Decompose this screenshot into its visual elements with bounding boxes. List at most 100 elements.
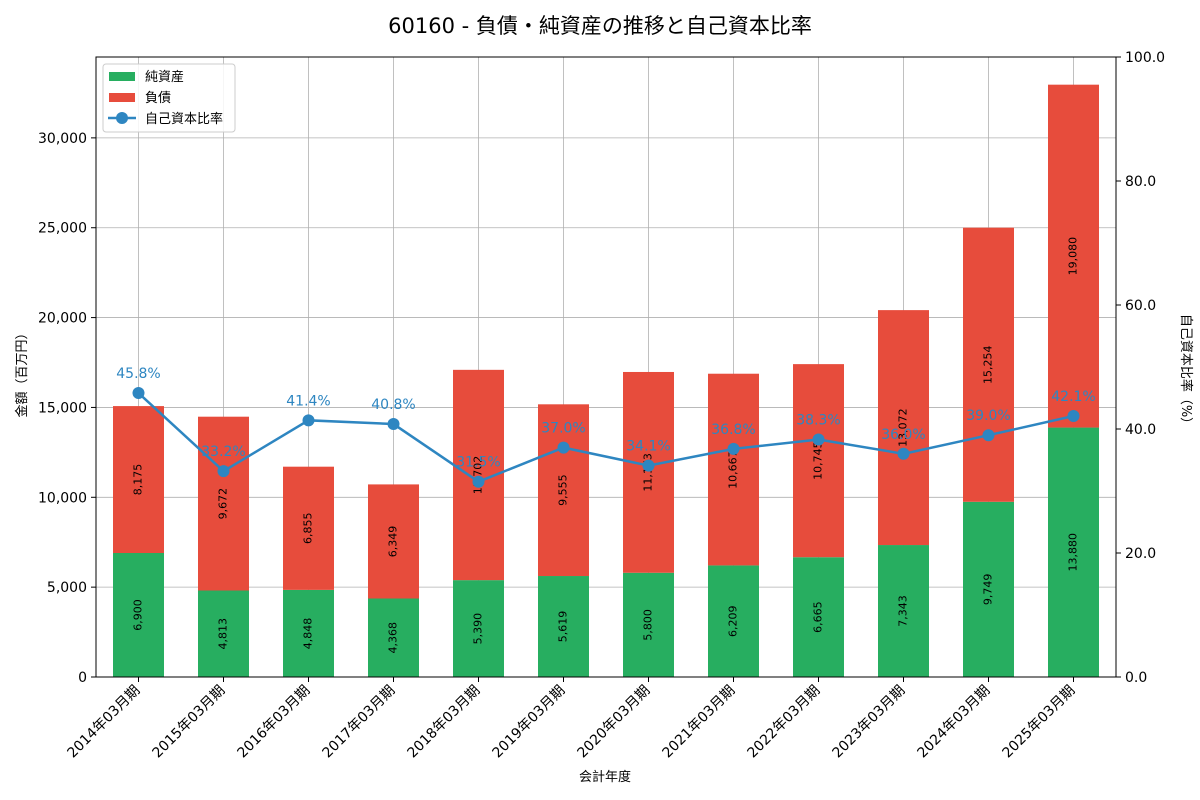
bar-liabilities-label: 15,254 xyxy=(982,345,995,384)
ratio-point xyxy=(812,433,825,446)
bar-equity-label: 5,800 xyxy=(642,609,655,641)
bar-equity xyxy=(878,545,929,677)
chart-title: 60160 - 負債・純資産の推移と自己資本比率 xyxy=(388,14,812,38)
legend-box xyxy=(102,63,236,133)
bar-equity-label: 7,343 xyxy=(897,595,910,627)
bars: 6,900 8,175 4,813 9,672 4,848 6,855 4,368 6,349… xyxy=(113,84,1099,677)
bar-liabilities xyxy=(113,406,164,553)
y2-tick-label: 20.0 xyxy=(1125,546,1156,562)
ratio-label: 45.8% xyxy=(116,366,160,382)
x-tick-label: 2023年03月期 xyxy=(830,683,909,762)
bar-equity xyxy=(963,501,1014,677)
plot-frame xyxy=(95,56,1117,678)
bar-liabilities xyxy=(878,310,929,546)
bar-liabilities xyxy=(283,466,334,590)
bar-liabilities xyxy=(1048,84,1099,428)
y2-tick-label: 100.0 xyxy=(1125,50,1165,66)
ratio-point xyxy=(302,414,315,427)
ratio-point xyxy=(557,441,570,454)
x-axis-title: 会計年度 xyxy=(579,769,631,785)
bar-equity-label: 6,209 xyxy=(727,605,740,637)
bar-liabilities-label: 8,175 xyxy=(132,464,145,496)
ratio-label: 42.1% xyxy=(1051,389,1095,405)
legend-label: 純資産 xyxy=(145,69,184,85)
x-tick-label: 2020年03月期 xyxy=(575,683,654,762)
x-tick-label: 2014年03月期 xyxy=(65,683,144,762)
y2-tick-label: 80.0 xyxy=(1125,174,1156,190)
x-tick-label: 2015年03月期 xyxy=(150,683,229,762)
ratio-point xyxy=(727,442,740,455)
x-tick-label: 2019年03月期 xyxy=(490,683,569,762)
y2-tick-label: 60.0 xyxy=(1125,298,1156,314)
legend-swatch xyxy=(109,93,135,102)
bar-equity-label: 4,368 xyxy=(387,622,400,654)
x-tick-label: 2022年03月期 xyxy=(745,683,824,762)
bar-liabilities-label: 9,555 xyxy=(557,474,570,506)
bar-equity xyxy=(113,553,164,677)
y-axis-title: 金額（百万円） xyxy=(14,326,30,417)
y-tick-label: 10,000 xyxy=(38,490,87,506)
bar-liabilities-label: 19,080 xyxy=(1067,237,1080,276)
bar-equity-label: 5,619 xyxy=(557,611,570,643)
x-tick-label: 2018年03月期 xyxy=(405,683,484,762)
bar-equity-label: 9,749 xyxy=(982,574,995,606)
ratio-label: 39.0% xyxy=(966,408,1010,424)
y-tick-label: 0 xyxy=(78,670,87,686)
ratio-point xyxy=(472,475,485,488)
bar-equity xyxy=(283,589,334,677)
bar-equity-label: 13,880 xyxy=(1067,533,1080,572)
y-tick-label: 20,000 xyxy=(38,311,87,327)
y-tick-label: 5,000 xyxy=(47,580,87,596)
bar-liabilities-label: 9,672 xyxy=(217,488,230,519)
ratio-label: 33.2% xyxy=(201,444,245,460)
x-tick-label: 2017年03月期 xyxy=(320,683,399,762)
bar-liabilities xyxy=(368,484,419,599)
ratio-label: 36.8% xyxy=(711,422,755,438)
ratio-label: 36.0% xyxy=(881,427,925,443)
ratio-label: 41.4% xyxy=(286,393,330,409)
legend-swatch xyxy=(109,72,135,81)
bar-equity xyxy=(538,576,589,677)
bar-liabilities-label: 6,855 xyxy=(302,513,315,545)
x-tick-label: 2021年03月期 xyxy=(660,683,739,762)
bar-equity-label: 4,848 xyxy=(302,618,315,650)
bar-equity xyxy=(623,572,674,677)
y-tick-label: 25,000 xyxy=(38,221,87,237)
y2-tick-label: 40.0 xyxy=(1125,422,1156,438)
bar-equity-label: 4,813 xyxy=(217,618,230,650)
ratio-label: 34.1% xyxy=(626,439,670,455)
x-tick-label: 2025年03月期 xyxy=(1000,683,1079,762)
bar-liabilities xyxy=(198,416,249,591)
bar-equity xyxy=(198,590,249,677)
bar-equity xyxy=(793,557,844,677)
ratio-point xyxy=(642,459,655,472)
bar-equity xyxy=(1048,427,1099,677)
y2-axis-title: 自己資本比率（%） xyxy=(1178,314,1194,430)
bar-equity-label: 6,900 xyxy=(132,599,145,631)
bar-equity-label: 5,390 xyxy=(472,613,485,645)
bar-liabilities xyxy=(793,364,844,558)
ratio-point xyxy=(1067,409,1080,422)
bar-liabilities xyxy=(538,404,589,577)
ratio-line-layer: 45.8% 33.2% 41.4% 40.8% 31.5% 37.0% 34.1% 36.8%… xyxy=(116,366,1096,488)
bar-liabilities-label: 10,745 xyxy=(812,441,825,480)
bar-liabilities-label: 6,349 xyxy=(387,526,400,558)
ratio-label: 38.3% xyxy=(796,413,840,429)
ratio-point xyxy=(217,465,230,478)
ratio-label: 40.8% xyxy=(371,397,415,413)
bar-equity xyxy=(453,580,504,677)
x-tick-label: 2024年03月期 xyxy=(915,683,994,762)
ratio-line xyxy=(137,392,1074,484)
bar-liabilities-label: 13,072 xyxy=(897,408,910,447)
ratio-label: 37.0% xyxy=(541,421,585,437)
bar-liabilities xyxy=(963,227,1014,502)
ratio-point xyxy=(387,418,400,431)
y-tick-label: 15,000 xyxy=(38,400,87,416)
ratio-label: 31.5% xyxy=(456,455,500,471)
legend-label: 自己資本比率 xyxy=(145,111,223,127)
legend-marker xyxy=(116,112,128,124)
ratio-point xyxy=(897,447,910,460)
bar-equity xyxy=(368,598,419,677)
y-tick-label: 30,000 xyxy=(38,131,87,147)
